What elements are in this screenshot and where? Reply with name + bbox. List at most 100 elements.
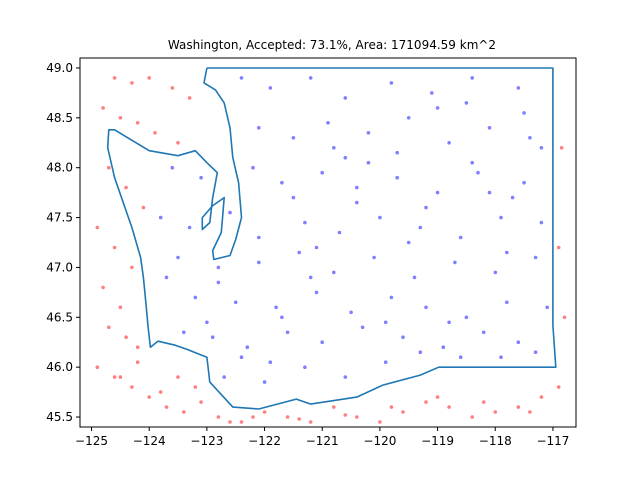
rejected-point: [262, 410, 267, 414]
accepted-point: [303, 365, 307, 370]
accepted-point: [205, 320, 209, 325]
rejected-point: [447, 405, 451, 409]
accepted-point: [210, 335, 215, 340]
accepted-point: [257, 126, 261, 130]
accepted-point: [291, 136, 296, 140]
rejected-point: [556, 245, 561, 250]
accepted-point: [372, 255, 376, 260]
accepted-point: [487, 126, 492, 130]
accepted-point: [239, 76, 244, 80]
rejected-point: [118, 375, 123, 379]
accepted-point: [539, 146, 544, 150]
rejected-point: [401, 410, 405, 414]
accepted-point: [539, 220, 544, 225]
rejected-point: [182, 410, 186, 414]
rejected-point: [107, 165, 111, 170]
y-tick-label: 47.5: [46, 211, 73, 225]
rejected-point: [378, 420, 382, 424]
accepted-point: [383, 320, 388, 325]
rejected-point: [147, 76, 151, 80]
y-tick-label: 46.0: [46, 360, 73, 374]
accepted-point: [303, 220, 307, 225]
accepted-point: [337, 230, 342, 235]
state-boundary: [106, 67, 557, 410]
rejected-point: [424, 400, 428, 404]
accepted-point: [257, 235, 261, 240]
rejected-point: [118, 305, 123, 310]
accepted-point: [533, 255, 538, 260]
rejected-point: [124, 185, 128, 190]
accepted-point: [308, 275, 313, 280]
accepted-point: [291, 195, 296, 200]
accepted-point: [268, 86, 273, 90]
accepted-point: [285, 330, 290, 335]
accepted-point: [412, 275, 417, 280]
accepted-point: [522, 180, 526, 185]
boundary-line: [106, 67, 557, 410]
accepted-point: [476, 170, 480, 175]
accepted-point: [170, 165, 175, 170]
rejected-point: [528, 410, 532, 414]
accepted-point: [470, 76, 475, 80]
x-tick-label: −117: [536, 434, 569, 448]
scatter-points: [95, 76, 567, 424]
rejected-point: [481, 400, 486, 404]
y-tick-label: 49.0: [46, 61, 73, 75]
accepted-point: [280, 315, 284, 320]
accepted-point: [493, 270, 498, 275]
accepted-point: [505, 250, 509, 255]
accepted-point: [314, 245, 319, 250]
x-tick-label: −122: [248, 434, 281, 448]
accepted-point: [406, 240, 411, 245]
rejected-point: [251, 415, 255, 419]
y-tick-label: 48.5: [46, 111, 73, 125]
accepted-point: [251, 165, 255, 170]
accepted-point: [516, 86, 521, 90]
accepted-point: [216, 280, 221, 285]
accepted-point: [228, 210, 232, 215]
rejected-point: [95, 365, 100, 370]
accepted-point: [516, 340, 521, 345]
accepted-point: [216, 265, 221, 270]
accepted-point: [418, 350, 423, 355]
accepted-point: [314, 290, 319, 295]
rejected-point: [135, 360, 140, 365]
accepted-point: [308, 76, 313, 80]
x-tick-label: −124: [133, 434, 166, 448]
accepted-point: [395, 175, 400, 180]
accepted-point: [389, 295, 394, 300]
accepted-point: [199, 175, 203, 180]
rejected-point: [112, 76, 117, 80]
rejected-point: [112, 245, 117, 250]
accepted-point: [343, 96, 348, 100]
accepted-point: [320, 170, 325, 175]
accepted-point: [406, 116, 411, 120]
rejected-point: [112, 375, 117, 379]
accepted-point: [239, 355, 244, 360]
rejected-point: [389, 405, 394, 409]
accepted-point: [187, 225, 192, 230]
x-tick-label: −119: [421, 434, 454, 448]
accepted-point: [499, 355, 503, 360]
rejected-point: [199, 400, 203, 404]
accepted-point: [343, 375, 348, 379]
rejected-point: [470, 415, 475, 419]
accepted-point: [245, 345, 250, 350]
accepted-point: [389, 81, 394, 85]
rejected-point: [101, 285, 105, 290]
accepted-point: [360, 325, 365, 330]
rejected-point: [164, 405, 169, 409]
rejected-point: [228, 420, 232, 424]
accepted-point: [435, 190, 440, 195]
accepted-point: [280, 180, 284, 185]
accepted-point: [464, 101, 469, 105]
rejected-point: [130, 385, 134, 389]
rejected-point: [176, 141, 180, 145]
accepted-point: [355, 185, 359, 190]
x-tick-label: −118: [479, 434, 512, 448]
rejected-point: [95, 225, 100, 230]
accepted-point: [366, 131, 371, 135]
accepted-point: [464, 315, 469, 320]
axes-frame: [79, 57, 577, 428]
